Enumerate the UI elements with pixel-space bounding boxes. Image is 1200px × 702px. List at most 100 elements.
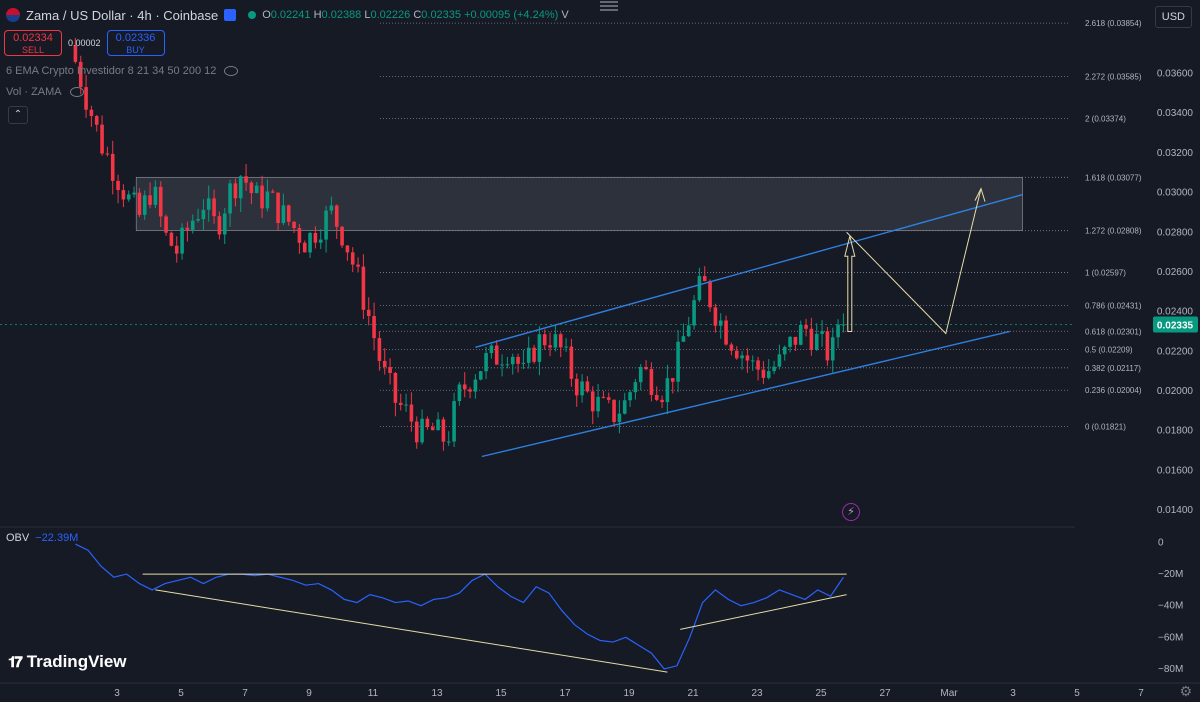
candle-body xyxy=(430,427,435,431)
candle-body xyxy=(750,360,755,362)
obv-tick-label: −20M xyxy=(1158,569,1183,580)
candle-body xyxy=(190,220,195,230)
tradingview-logo: 𝟏𝟕 TradingView xyxy=(8,652,127,672)
candle-body xyxy=(206,198,211,210)
candle-body xyxy=(132,192,136,195)
candle-body xyxy=(388,367,392,373)
obv-tick-label: −60M xyxy=(1158,632,1183,643)
candle-body xyxy=(414,421,419,443)
candle-body xyxy=(372,315,376,339)
candle-body xyxy=(484,353,488,372)
candle-body xyxy=(548,345,552,348)
candle-body xyxy=(377,338,382,361)
candle-body xyxy=(116,180,120,191)
candle-body xyxy=(382,360,387,368)
buy-button[interactable]: 0.02336 BUY xyxy=(106,30,165,56)
candle-body xyxy=(222,213,227,235)
candle-body xyxy=(574,378,579,396)
channel-lower-line xyxy=(481,330,1010,458)
candle-body xyxy=(361,266,366,310)
sell-price: 0.02334 xyxy=(13,32,53,44)
candle-body xyxy=(452,401,456,442)
candle-body xyxy=(334,205,339,227)
candle-body xyxy=(249,182,254,194)
candle-body xyxy=(100,124,104,154)
candle-body xyxy=(521,362,526,364)
candle-body xyxy=(158,186,163,217)
volume-indicator[interactable]: Vol · ZAMA xyxy=(6,86,84,98)
candle-body xyxy=(841,324,846,326)
candle-body xyxy=(692,300,696,326)
candle-body xyxy=(633,382,638,393)
candle-body xyxy=(436,419,440,431)
lightning-icon[interactable]: ⚡ xyxy=(842,503,860,521)
menu-icon[interactable] xyxy=(598,0,620,12)
time-tick-label: 23 xyxy=(751,688,763,699)
fib-level-label: 2.272 (0.03585) xyxy=(1085,72,1142,81)
fib-level-label: 2 (0.03374) xyxy=(1085,114,1126,123)
candle-body xyxy=(745,355,750,361)
price-tick-label: 0.03400 xyxy=(1157,108,1194,119)
candle-body xyxy=(228,183,232,214)
candle-body xyxy=(393,372,398,403)
obv-tick-label: 0 xyxy=(1158,537,1164,548)
ema-indicator-label: 6 EMA Crypto Investidor 8 21 34 50 200 1… xyxy=(6,65,217,77)
fib-level-label: 0.5 (0.02209) xyxy=(1085,346,1133,355)
time-tick-label: 5 xyxy=(178,688,184,699)
sell-button[interactable]: 0.02334 SELL xyxy=(4,30,62,56)
price-tick-label: 0.03600 xyxy=(1157,69,1194,80)
candle-body xyxy=(254,185,259,194)
eye-hidden-icon[interactable] xyxy=(224,66,239,76)
price-tick-label: 0.03200 xyxy=(1157,148,1194,159)
candle-body xyxy=(814,333,819,350)
fib-level-label: 1.272 (0.02808) xyxy=(1085,227,1142,236)
candle-body xyxy=(89,109,94,117)
candle-body xyxy=(777,354,782,367)
candle-body xyxy=(73,45,78,62)
obv-trend-line xyxy=(680,594,847,630)
time-tick-label: 25 xyxy=(815,688,827,699)
price-tick-label: 0.02800 xyxy=(1157,227,1194,238)
sell-label: SELL xyxy=(21,45,45,55)
candle-body xyxy=(110,153,115,181)
obv-legend[interactable]: OBV −22.39M xyxy=(6,532,78,544)
candle-body xyxy=(441,419,446,442)
candle-body xyxy=(809,328,814,350)
candle-body xyxy=(318,239,323,243)
eye-hidden-icon[interactable] xyxy=(69,87,84,97)
candle-body xyxy=(628,392,632,401)
candle-body xyxy=(718,320,723,326)
candle-body xyxy=(324,210,328,240)
candle-body xyxy=(596,396,600,412)
currency-selector[interactable]: USD xyxy=(1154,6,1192,28)
trade-panel: 0.02334 SELL 0.00002 0.02336 BUY xyxy=(4,30,165,56)
candle-body xyxy=(164,216,168,233)
gear-icon[interactable]: ⚙ xyxy=(1179,683,1192,699)
close-value: 0.02335 xyxy=(421,9,462,21)
candle-body xyxy=(217,216,222,235)
candle-body xyxy=(606,397,611,400)
price-tick-label: 0.01800 xyxy=(1157,426,1194,437)
candle-body xyxy=(302,242,307,253)
candle-body xyxy=(404,404,408,406)
time-tick-label: 7 xyxy=(242,688,248,699)
candle-body xyxy=(494,345,499,365)
candle-body xyxy=(78,61,83,88)
candle-body xyxy=(660,399,664,403)
candle-body xyxy=(265,191,270,209)
symbol-title[interactable]: Zama / US Dollar · 4h · Coinbase xyxy=(26,7,219,23)
candle-body xyxy=(708,281,712,308)
candle-body xyxy=(478,371,483,380)
time-tick-label: 13 xyxy=(431,688,443,699)
candle-body xyxy=(281,205,286,224)
ema-indicator[interactable]: 6 EMA Crypto Investidor 8 21 34 50 200 1… xyxy=(6,65,239,77)
candle-body xyxy=(345,245,350,253)
candle-body xyxy=(537,334,542,362)
collapse-indicators-button[interactable]: ⌃ xyxy=(8,106,28,124)
candle-body xyxy=(729,344,734,351)
candle-body xyxy=(420,418,424,443)
candle-body xyxy=(153,186,158,205)
candle-body xyxy=(740,355,744,359)
candle-body xyxy=(286,205,291,222)
